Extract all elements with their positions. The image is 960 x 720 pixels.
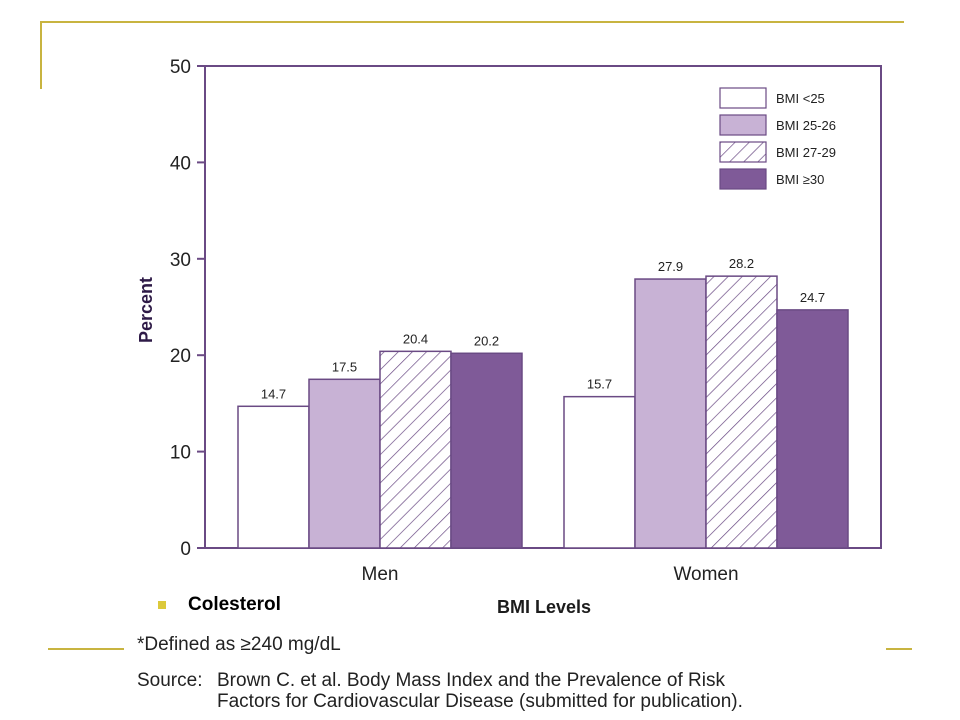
bar-value-label: 20.2 bbox=[474, 333, 499, 348]
y-tick-label: 0 bbox=[180, 539, 191, 560]
bar-value-label: 24.7 bbox=[800, 290, 825, 305]
legend-label-0: BMI <25 bbox=[776, 91, 825, 106]
source-label: Source: bbox=[137, 670, 203, 691]
bar-men-series-1 bbox=[308, 378, 381, 549]
legend-label-3: BMI ≥30 bbox=[776, 172, 824, 187]
top-accent-line bbox=[40, 21, 904, 23]
left-accent-line bbox=[40, 21, 42, 89]
y-tick-label: 20 bbox=[170, 346, 191, 367]
bar-men-series-3 bbox=[450, 352, 523, 549]
category-label-men: Men bbox=[362, 564, 399, 585]
source-line-2: Factors for Cardiovascular Disease (subm… bbox=[217, 691, 743, 712]
source-text: Brown C. et al. Body Mass Index and the … bbox=[217, 670, 937, 712]
footnote: *Defined as ≥240 mg/dL bbox=[137, 634, 341, 655]
bar-men-series-0 bbox=[237, 405, 310, 549]
bar-women-series-1 bbox=[634, 278, 707, 549]
legend-label-2: BMI 27-29 bbox=[776, 145, 836, 160]
legend-label-1: BMI 25-26 bbox=[776, 118, 836, 133]
bar-value-label: 20.4 bbox=[403, 331, 428, 346]
y-tick-label: 50 bbox=[170, 57, 191, 78]
y-tick-label: 30 bbox=[170, 250, 191, 271]
bar-value-label: 27.9 bbox=[658, 259, 683, 274]
y-tick-label: 10 bbox=[170, 443, 191, 464]
plot-frame bbox=[204, 65, 882, 549]
category-label-women: Women bbox=[673, 564, 738, 585]
legend-swatch-2 bbox=[719, 141, 767, 163]
bullet-text: Colesterol bbox=[188, 594, 281, 615]
x-axis-label: BMI Levels bbox=[497, 597, 591, 617]
source-line-1: Brown C. et al. Body Mass Index and the … bbox=[217, 670, 725, 691]
bottom-accent-line-right bbox=[886, 648, 912, 650]
bar-value-label: 15.7 bbox=[587, 377, 612, 392]
legend-swatch-3 bbox=[719, 168, 767, 190]
bar-women-series-3 bbox=[776, 309, 849, 549]
y-axis-label: Percent bbox=[136, 277, 156, 343]
bar-value-label: 17.5 bbox=[332, 359, 357, 374]
bullet-item: Colesterol bbox=[158, 594, 281, 616]
bmi-cholesterol-bar-chart: 0 10 20 30 40 50 14.7 17.5 20.4 20.2 15.7 27.9 28.2… bbox=[136, 57, 882, 617]
bar-women-series-2 bbox=[705, 275, 778, 549]
bar-value-label: 28.2 bbox=[729, 256, 754, 271]
bottom-accent-line-left bbox=[48, 648, 124, 650]
legend-swatch-0 bbox=[719, 87, 767, 109]
bar-women-series-0 bbox=[563, 395, 636, 549]
y-tick-label: 40 bbox=[170, 153, 191, 174]
bar-value-label: 14.7 bbox=[261, 386, 286, 401]
bar-men-series-2 bbox=[379, 350, 452, 549]
legend-swatch-1 bbox=[719, 114, 767, 136]
bullet-square-icon bbox=[158, 601, 166, 609]
